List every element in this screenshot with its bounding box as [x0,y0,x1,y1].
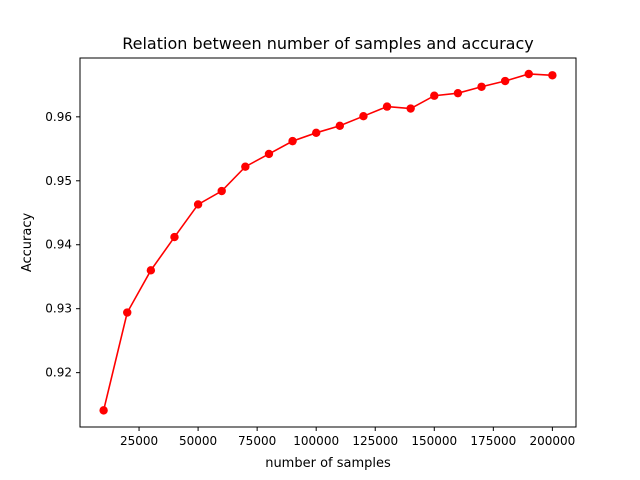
y-tick-label: 0.93 [45,302,72,316]
data-point [548,71,557,80]
y-axis: 0.92 0.93 0.94 0.95 0.96 [45,110,80,380]
y-axis-label: Accuracy [20,213,35,273]
x-tick-label: 175000 [470,434,516,448]
data-point [359,111,368,121]
y-tick-label: 0.92 [45,366,72,380]
data-point [500,76,510,86]
series-line [102,73,553,411]
data-point [335,121,345,130]
chart-title: Relation between number of samples and a… [122,34,534,53]
data-point [170,232,179,242]
data-point [524,69,533,79]
y-tick-label: 0.95 [45,174,72,188]
x-tick-label: 75000 [238,434,276,448]
data-point [382,102,392,111]
data-point [193,200,203,209]
data-point [406,104,415,113]
axes-frame [79,57,577,428]
data-point [99,406,108,415]
data-point [430,91,439,100]
data-point [477,82,486,91]
data-point [217,186,226,196]
y-tick-label: 0.94 [45,238,72,252]
data-point [453,88,463,98]
x-tick-label: 25000 [120,434,158,448]
x-tick-label: 100000 [293,434,339,448]
x-tick-label: 150000 [411,434,457,448]
x-tick-label: 200000 [529,434,575,448]
x-axis: 25000 50000 75000 100000 125000 150000 175000 2… [120,427,575,448]
data-point [123,308,132,317]
y-tick-label: 0.96 [45,110,72,124]
x-tick-label: 50000 [179,434,217,448]
data-point [311,128,321,138]
data-point [146,266,156,275]
data-point [288,136,297,146]
plot-area [99,69,557,415]
x-tick-label: 125000 [352,434,398,448]
data-point [241,162,250,171]
x-axis-label: number of samples [265,456,391,471]
data-point [264,149,274,159]
